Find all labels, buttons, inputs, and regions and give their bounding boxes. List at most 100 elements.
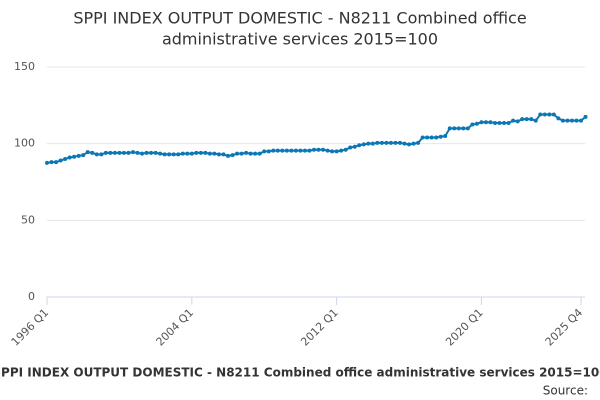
chart-title: SPPI INDEX OUTPUT DOMESTIC - N8211 Combi… xyxy=(73,9,526,28)
point xyxy=(235,151,240,156)
x-tick-label: 2025 Q4 xyxy=(543,306,586,349)
x-tick-label: 2020 Q1 xyxy=(443,306,486,349)
point xyxy=(425,135,430,140)
point xyxy=(370,141,375,146)
point xyxy=(135,150,140,155)
point xyxy=(348,145,353,150)
y-tick-label: 150 xyxy=(14,60,35,73)
point xyxy=(176,152,181,157)
point xyxy=(162,152,167,157)
point xyxy=(474,121,479,126)
point xyxy=(470,122,475,127)
point xyxy=(511,118,516,123)
point xyxy=(144,150,149,155)
point xyxy=(230,153,235,158)
point xyxy=(244,150,249,155)
point xyxy=(58,158,63,163)
point xyxy=(560,118,565,123)
point xyxy=(447,126,452,131)
point xyxy=(63,157,68,161)
point xyxy=(524,117,529,122)
point xyxy=(49,160,54,165)
point xyxy=(547,112,552,117)
point xyxy=(583,114,588,119)
point xyxy=(533,118,538,123)
point xyxy=(325,148,330,153)
point xyxy=(515,119,520,124)
point xyxy=(153,150,158,155)
point xyxy=(502,120,507,125)
point xyxy=(212,151,217,156)
point xyxy=(384,140,389,145)
point xyxy=(316,147,321,152)
point xyxy=(140,151,145,156)
point xyxy=(81,153,86,158)
point xyxy=(551,112,556,117)
x-tick-label: 2004 Q1 xyxy=(154,306,197,349)
point xyxy=(339,148,344,153)
point xyxy=(402,141,407,146)
point xyxy=(293,148,298,153)
point xyxy=(465,126,470,131)
point xyxy=(352,144,357,149)
point xyxy=(94,152,99,157)
point xyxy=(375,140,380,145)
point xyxy=(99,152,104,157)
x-tick-label: 1996 Q1 xyxy=(9,306,52,349)
y-tick-label: 100 xyxy=(14,137,35,150)
point xyxy=(126,150,131,155)
point xyxy=(579,118,583,123)
point xyxy=(185,151,190,156)
point xyxy=(90,150,95,155)
point xyxy=(108,150,113,155)
point xyxy=(569,118,574,123)
point xyxy=(366,141,371,146)
point xyxy=(266,149,271,154)
point xyxy=(262,149,267,154)
point xyxy=(493,120,498,125)
point xyxy=(429,135,434,140)
point xyxy=(361,142,366,147)
point xyxy=(483,120,488,125)
point xyxy=(321,147,326,152)
point xyxy=(312,147,316,152)
point xyxy=(149,150,154,155)
point xyxy=(302,148,307,153)
point xyxy=(221,152,226,157)
point xyxy=(171,152,176,157)
point xyxy=(479,120,484,125)
point xyxy=(298,148,303,153)
point xyxy=(397,140,402,145)
point xyxy=(253,151,258,156)
point xyxy=(407,142,412,147)
point xyxy=(334,149,339,154)
point xyxy=(497,120,502,125)
caption: SPPI INDEX OUTPUT DOMESTIC - N8211 Combi… xyxy=(0,366,600,380)
point xyxy=(488,120,493,125)
point xyxy=(103,150,108,155)
point xyxy=(280,148,285,153)
point xyxy=(167,152,172,157)
point xyxy=(121,150,126,155)
point xyxy=(207,151,212,156)
point xyxy=(180,151,185,156)
point xyxy=(289,148,294,153)
point xyxy=(284,148,289,153)
point xyxy=(271,148,276,153)
point xyxy=(275,148,280,153)
point xyxy=(307,148,312,153)
point xyxy=(112,150,117,155)
point xyxy=(456,126,461,131)
point xyxy=(565,118,570,123)
point xyxy=(520,117,525,122)
point xyxy=(538,112,543,117)
point xyxy=(117,150,122,155)
point xyxy=(434,135,439,140)
point xyxy=(76,153,81,158)
point xyxy=(420,135,425,140)
point xyxy=(198,150,203,155)
point xyxy=(239,151,244,156)
point xyxy=(45,160,49,165)
point xyxy=(194,150,199,155)
